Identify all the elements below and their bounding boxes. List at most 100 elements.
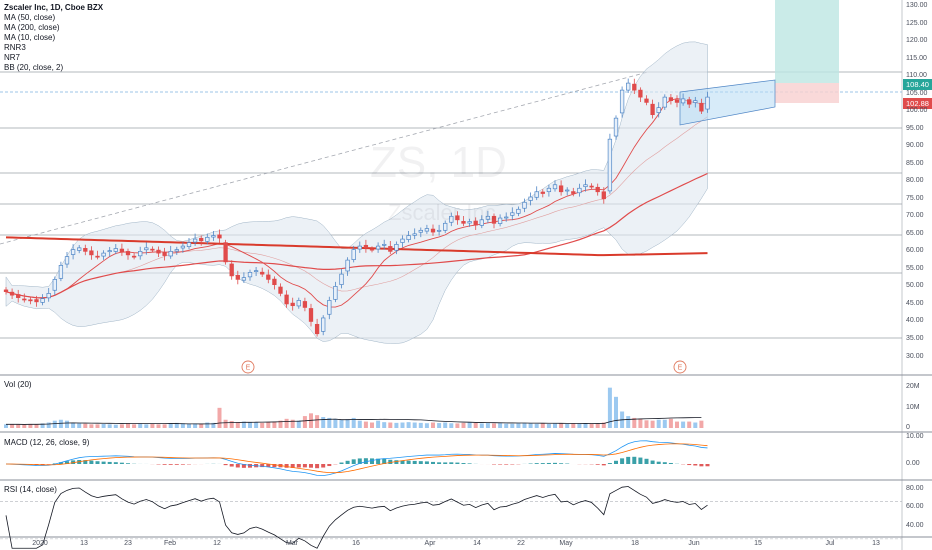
volume-bar: [290, 419, 295, 428]
volume-bar: [193, 423, 198, 428]
candle-body: [247, 272, 253, 278]
time-axis-tick: 13: [872, 540, 880, 547]
macd-bar: [248, 464, 252, 468]
candle-body: [144, 247, 149, 251]
macd-bar: [424, 461, 429, 464]
candle-body: [412, 233, 417, 236]
candle-body: [156, 249, 161, 254]
candle-body: [522, 201, 527, 209]
candle-body: [272, 278, 277, 285]
volume-bar: [95, 424, 100, 428]
legend-nr7[interactable]: NR7: [4, 53, 21, 62]
volume-bar: [461, 422, 466, 428]
volume-bar: [46, 422, 51, 428]
legend-ma50[interactable]: MA (50, close): [4, 13, 56, 22]
candle-body: [516, 208, 521, 214]
volume-bar: [687, 421, 692, 428]
price-axis-tick: 30.00: [906, 352, 924, 360]
price-axis-tick: 50.00: [906, 282, 924, 290]
volume-bar: [583, 423, 588, 428]
macd-pane-label[interactable]: MACD (12, 26, close, 9): [4, 438, 90, 447]
volume-bar: [693, 422, 698, 428]
volume-bar: [553, 423, 557, 428]
volume-bar: [235, 422, 240, 428]
price-axis-tick: 60.00: [906, 247, 924, 255]
volume-bar: [248, 422, 252, 428]
volume-bar: [16, 424, 21, 428]
candles: [3, 78, 710, 337]
legend-rnr3[interactable]: RNR3: [4, 43, 26, 52]
volume-bar: [40, 423, 45, 428]
volume-bar: [272, 421, 277, 428]
candle-body: [70, 249, 76, 255]
volume-bar: [174, 422, 179, 428]
candle-body: [650, 103, 655, 116]
candle-body: [662, 96, 667, 108]
volume-bar: [339, 419, 344, 428]
candle-body: [619, 89, 625, 114]
volume-bar: [601, 422, 606, 428]
candle-body: [394, 243, 399, 251]
candle-body: [16, 294, 21, 298]
candle-body: [327, 300, 332, 315]
price-axis-tick: 65.00: [906, 229, 924, 237]
macd-bar: [620, 458, 625, 464]
volume-pane-label[interactable]: Vol (20): [4, 380, 32, 389]
candle-body: [424, 228, 430, 232]
volume-bar: [357, 420, 362, 428]
rsi-axis-tick: 80.00: [906, 485, 924, 492]
volume-bar: [394, 422, 399, 428]
candle-body: [217, 234, 222, 239]
candle-body: [565, 189, 570, 192]
volume-bar: [406, 422, 411, 428]
macd-bar: [705, 464, 710, 467]
candle-body: [595, 186, 600, 193]
candle-body: [430, 228, 436, 233]
price-axis-tick: 125.00: [906, 19, 928, 27]
macd-bar: [168, 464, 173, 465]
candle-body: [40, 298, 45, 303]
volume-bar: [83, 423, 88, 428]
legend-ma10[interactable]: MA (10, close): [4, 33, 56, 42]
volume-bar: [656, 419, 661, 428]
macd-bar: [601, 464, 606, 466]
volume-bar: [467, 422, 472, 428]
macd-bar: [595, 464, 600, 465]
legend-bb[interactable]: BB (20, close, 2): [4, 63, 64, 72]
candle-body: [668, 97, 674, 101]
macd-histogram: [10, 456, 710, 469]
candle-body: [418, 229, 423, 233]
candle-body: [473, 220, 478, 226]
candle-body: [613, 117, 619, 137]
volume-bar: [443, 422, 448, 428]
volume-bar: [632, 417, 637, 428]
volume-bar: [431, 422, 435, 428]
time-axis-tick: 16: [352, 540, 360, 547]
macd-bar: [95, 461, 100, 464]
macd-bar: [321, 464, 326, 468]
candle-body: [693, 100, 698, 103]
candle-body: [674, 99, 680, 103]
candle-body: [626, 82, 631, 91]
candle-body: [321, 317, 326, 332]
candle-body: [656, 107, 661, 113]
candle-body: [504, 216, 509, 219]
price-axis-tick: 90.00: [906, 142, 924, 150]
volume-bar: [321, 417, 326, 428]
macd-bar: [388, 459, 393, 464]
ma50-line: [5, 172, 708, 299]
legend-ma200[interactable]: MA (200, close): [4, 23, 60, 32]
time-axis-tick: Apr: [424, 540, 436, 547]
price-axis-tick: 120.00: [906, 37, 928, 45]
macd-bar: [443, 462, 448, 464]
rsi-pane-label[interactable]: RSI (14, close): [4, 485, 57, 494]
volume-bar: [119, 424, 124, 428]
volume-bar: [327, 417, 332, 428]
macd-bar: [119, 462, 124, 464]
candle-body: [199, 237, 204, 242]
volume-bar: [388, 422, 393, 428]
time-axis-tick: 14: [473, 540, 481, 547]
candle-body: [131, 255, 137, 258]
volume-bar: [473, 422, 478, 428]
